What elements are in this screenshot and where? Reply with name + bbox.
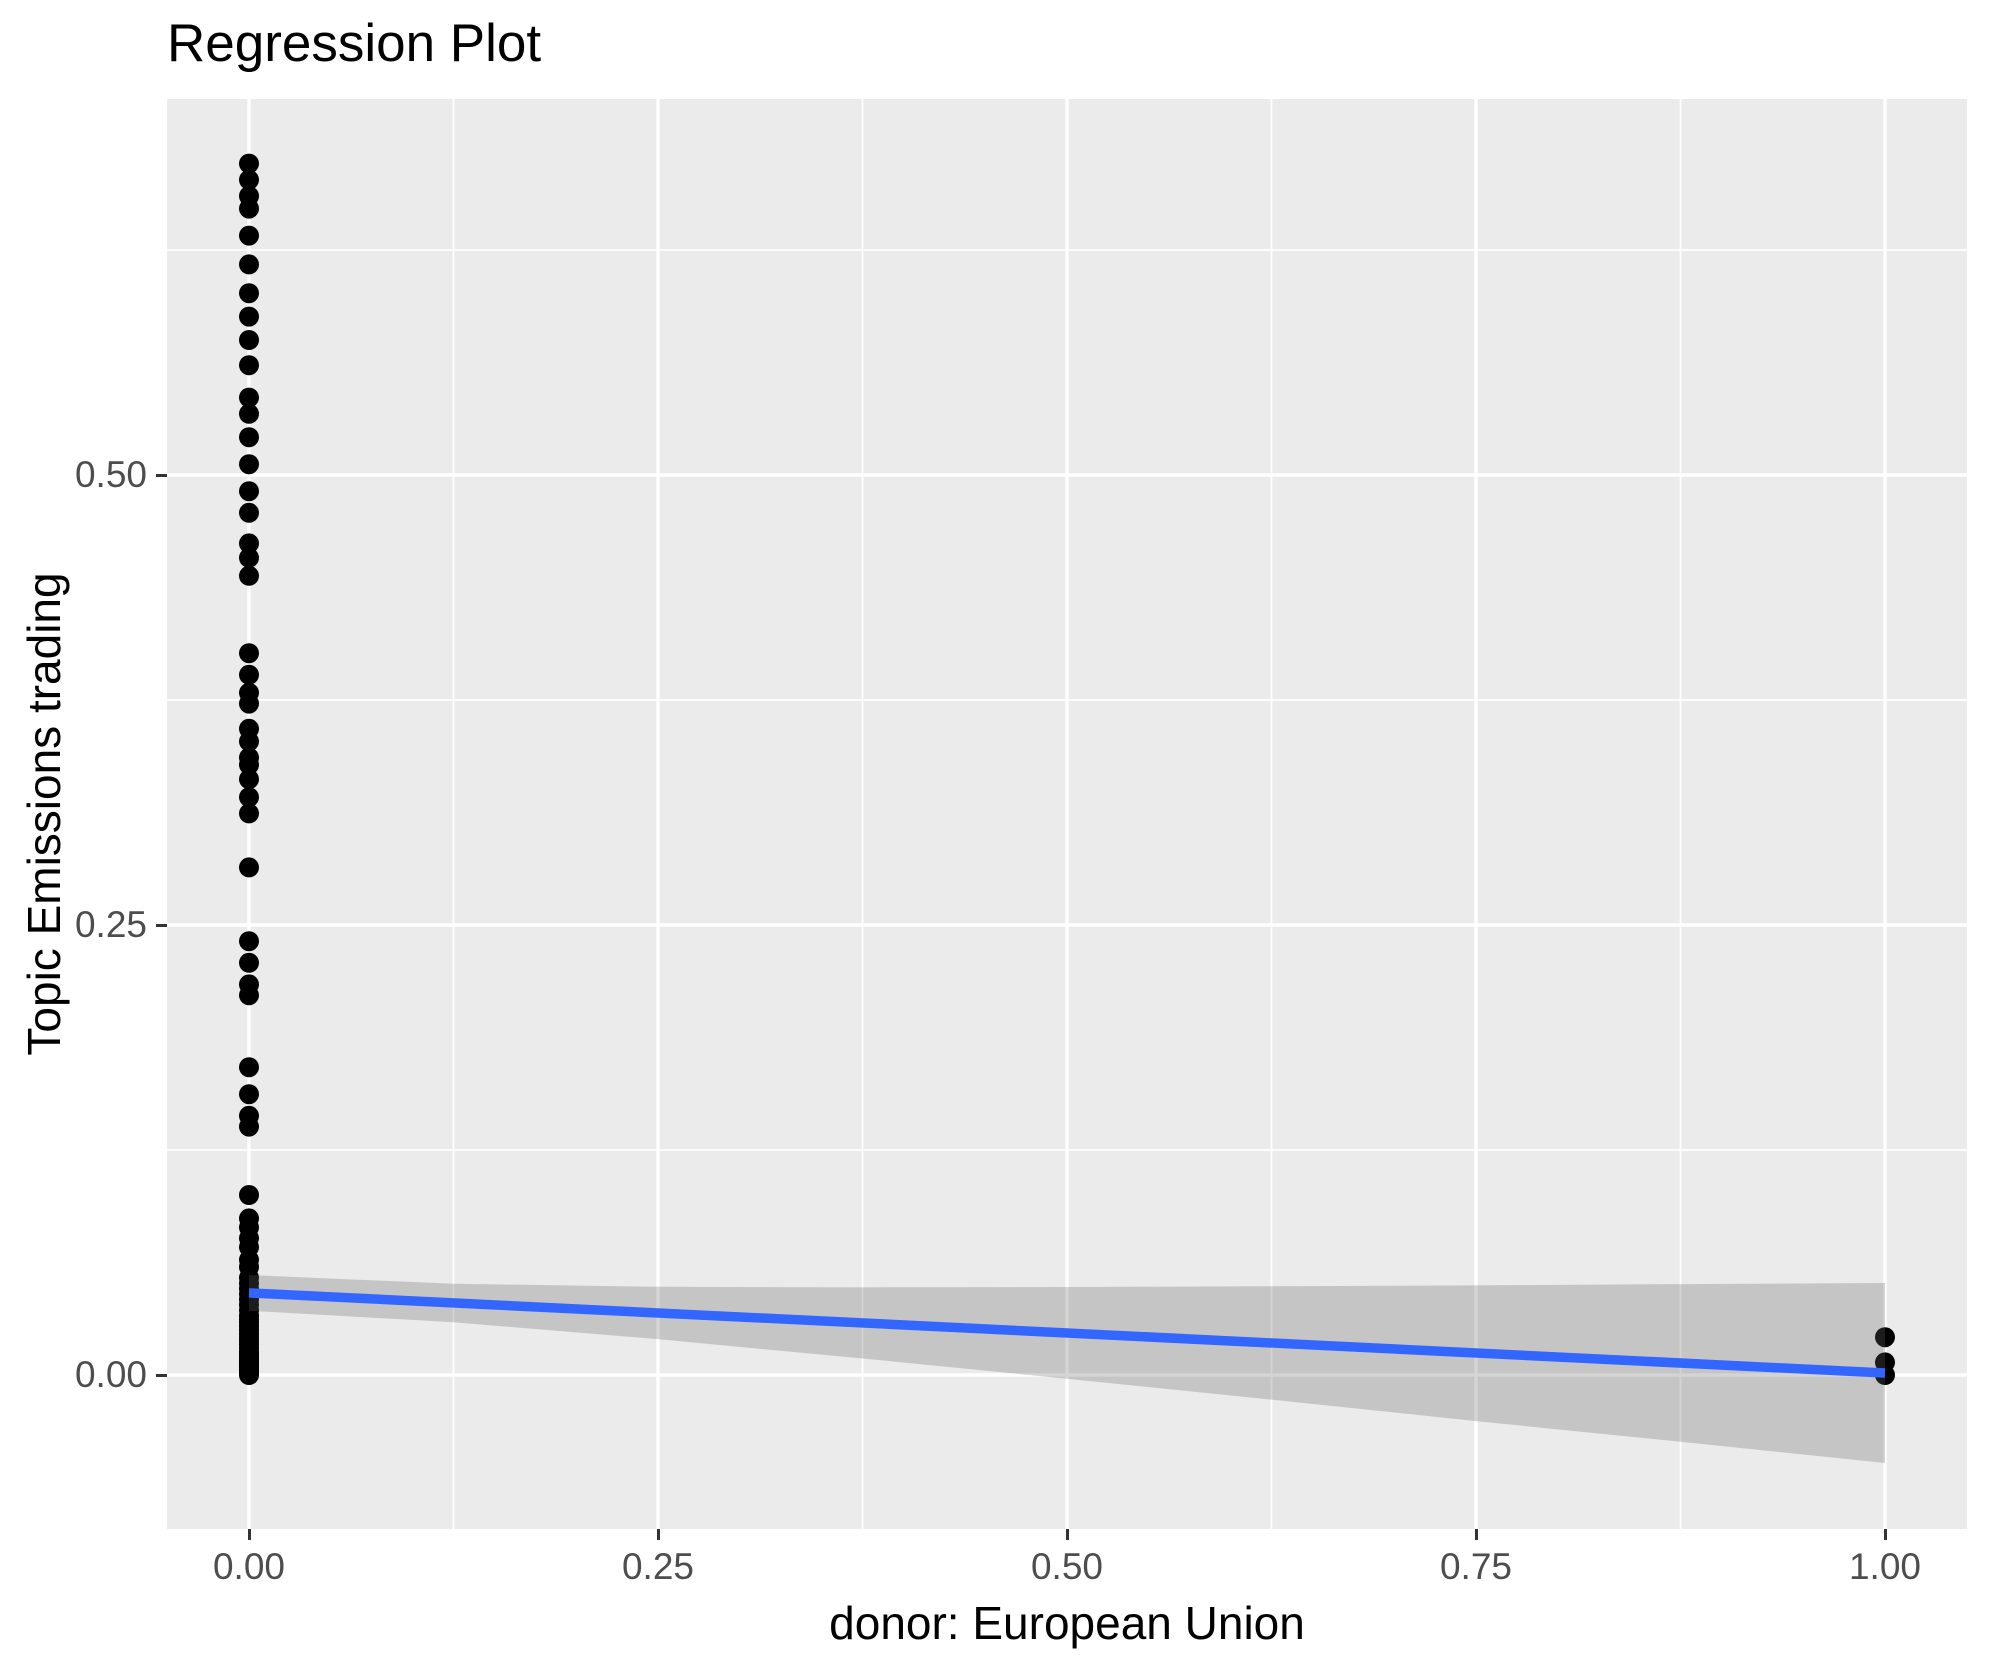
scatter-point [239,454,259,475]
x-tick-mark [247,1529,251,1540]
x-tick-mark [1474,1529,1478,1540]
y-tick-mark [156,923,167,927]
scatter-point [239,403,259,424]
scatter-point [239,355,259,376]
x-tick-mark [656,1529,660,1540]
x-tick-mark [1065,1529,1069,1540]
scatter-point [239,1084,259,1105]
scatter-point [239,198,259,219]
x-tick-label: 0.50 [1030,1546,1103,1587]
scatter-point [239,857,259,878]
plot-title: Regression Plot [167,14,542,73]
scatter-point [239,931,259,952]
scatter-point [239,481,259,502]
scatter-point [239,952,259,973]
scatter-point [239,225,259,246]
scatter-point [1875,1327,1895,1348]
y-tick-label: 0.50 [74,454,147,495]
scatter-point [239,283,259,304]
scatter-point [239,387,259,408]
scatter-point [239,664,259,685]
scatter-point [239,306,259,327]
scatter-point [239,427,259,448]
x-axis-title: donor: European Union [829,1597,1305,1649]
chart-canvas [167,99,1967,1529]
scatter-point [239,643,259,664]
plot-panel [167,99,1967,1529]
scatter-point [239,1116,259,1137]
y-tick-mark [156,1373,167,1377]
x-tick-label: 1.00 [1848,1546,1921,1587]
scatter-point [239,1057,259,1078]
scatter-point [239,693,259,714]
scatter-point [239,1365,259,1385]
scatter-point [239,169,259,190]
y-tick-label: 0.25 [74,904,147,945]
scatter-point [239,547,259,568]
scatter-point [239,502,259,523]
scatter-point [239,754,259,775]
y-axis-title: Topic Emissions trading [18,572,70,1056]
scatter-point [239,254,259,275]
scatter-point [239,565,259,586]
y-tick-label: 0.00 [74,1354,147,1395]
x-tick-mark [1883,1529,1887,1540]
regression-line [248,1288,1886,1378]
x-tick-label: 0.75 [1439,1546,1512,1587]
scatter-point [239,787,259,808]
scatter-point [239,985,259,1006]
confidence-ribbon [249,1275,1885,1464]
scatter-point [239,533,259,554]
scatter-point [239,153,259,174]
scatter-point [239,330,259,350]
scatter-point [239,769,259,790]
x-tick-label: 0.00 [212,1546,285,1587]
scatter-point [239,1185,259,1205]
y-tick-mark [156,473,167,477]
scatter-point [239,803,259,824]
scatter-point [239,731,259,752]
x-tick-label: 0.25 [621,1546,694,1587]
